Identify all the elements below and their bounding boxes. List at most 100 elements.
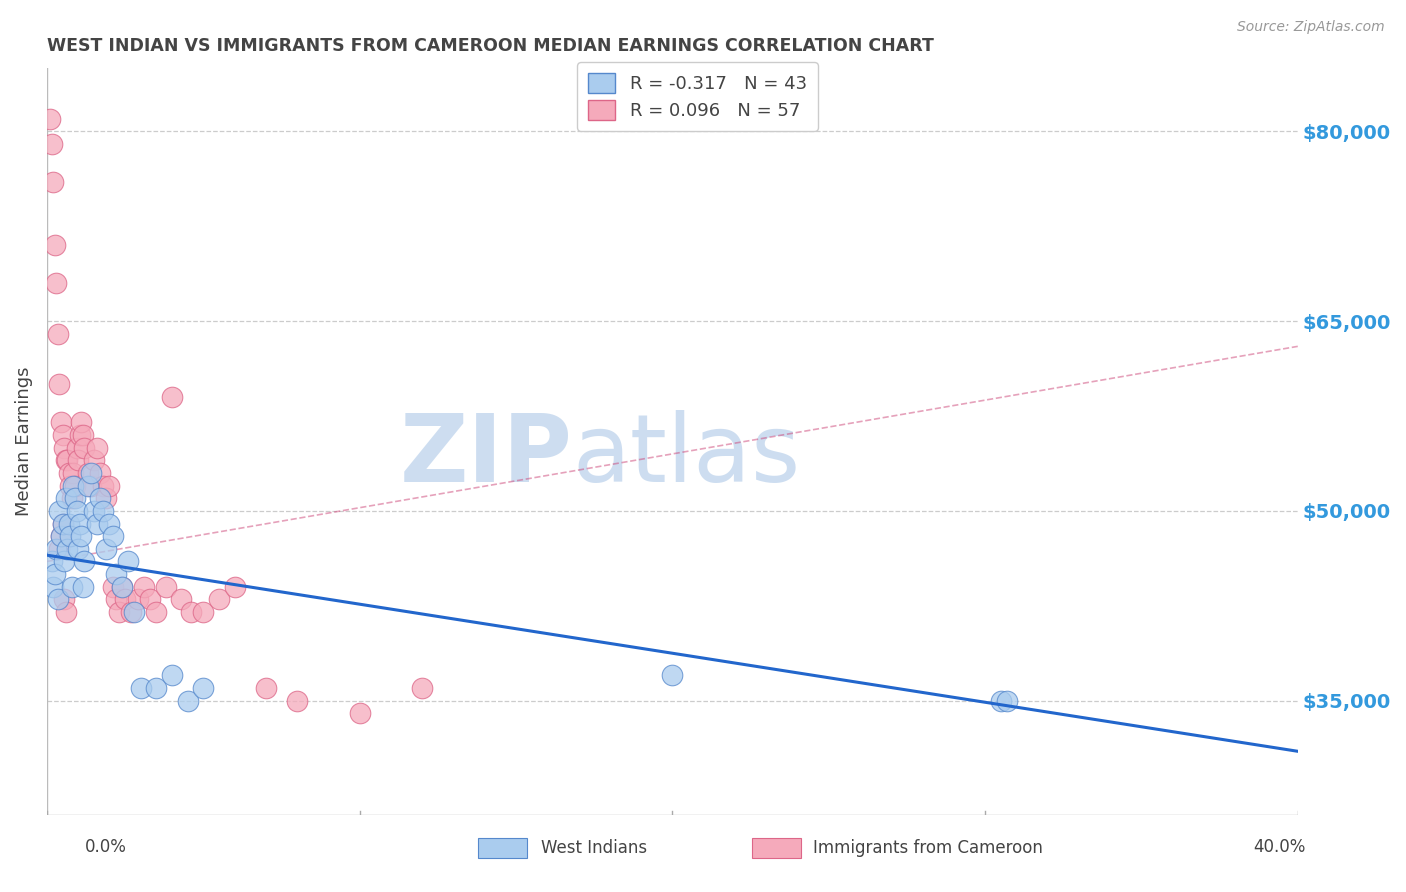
Point — [114, 592, 136, 607]
Point — [42, 580, 65, 594]
Point — [49, 529, 72, 543]
Point — [76, 466, 98, 480]
Point — [79, 478, 101, 492]
Point — [45, 276, 67, 290]
Point — [59, 478, 82, 492]
Point — [59, 529, 82, 543]
Point — [96, 491, 118, 506]
Point — [55, 491, 77, 506]
Text: Immigrants from Cameroon: Immigrants from Cameroon — [813, 839, 1042, 857]
Point — [63, 478, 86, 492]
Point — [51, 428, 73, 442]
Point — [45, 541, 67, 556]
Point — [76, 478, 98, 492]
Point — [995, 694, 1018, 708]
Point — [39, 112, 62, 126]
Point — [55, 605, 77, 619]
Point — [86, 516, 108, 531]
Point — [65, 504, 87, 518]
Point — [49, 529, 72, 543]
Text: atlas: atlas — [572, 410, 800, 502]
Point — [127, 592, 149, 607]
Point — [160, 390, 183, 404]
Point — [69, 428, 91, 442]
Point — [58, 516, 80, 531]
Point — [56, 541, 79, 556]
Point — [53, 592, 76, 607]
Point — [111, 580, 134, 594]
Point — [69, 516, 91, 531]
Point — [53, 441, 76, 455]
Point — [91, 478, 114, 492]
Text: ZIP: ZIP — [399, 410, 572, 502]
Point — [65, 441, 87, 455]
Point — [67, 453, 90, 467]
Point — [49, 415, 72, 429]
Point — [160, 668, 183, 682]
Point — [661, 668, 683, 682]
Point — [89, 491, 111, 506]
Point — [285, 694, 308, 708]
Text: 40.0%: 40.0% — [1253, 838, 1306, 856]
Point — [180, 605, 202, 619]
Point — [101, 580, 124, 594]
Text: WEST INDIAN VS IMMIGRANTS FROM CAMEROON MEDIAN EARNINGS CORRELATION CHART: WEST INDIAN VS IMMIGRANTS FROM CAMEROON … — [46, 37, 934, 55]
Point — [224, 580, 246, 594]
Point — [108, 605, 131, 619]
Point — [60, 491, 83, 506]
Point — [111, 580, 134, 594]
Point — [193, 605, 215, 619]
Point — [55, 453, 77, 467]
Point — [48, 541, 70, 556]
Point — [208, 592, 231, 607]
Point — [73, 441, 96, 455]
Point — [41, 554, 63, 568]
Point — [155, 580, 177, 594]
Point — [53, 554, 76, 568]
Point — [58, 466, 80, 480]
Point — [72, 580, 94, 594]
Point — [86, 441, 108, 455]
Point — [83, 453, 105, 467]
Point — [101, 529, 124, 543]
Point — [44, 238, 66, 252]
Point — [129, 681, 152, 695]
Point — [51, 516, 73, 531]
Point — [120, 605, 142, 619]
Point — [91, 504, 114, 518]
Point — [349, 706, 371, 721]
Point — [51, 516, 73, 531]
Point — [170, 592, 193, 607]
Point — [70, 529, 93, 543]
Point — [117, 554, 139, 568]
Point — [104, 592, 127, 607]
Point — [60, 580, 83, 594]
Point — [62, 478, 84, 492]
Point — [46, 592, 69, 607]
Point — [83, 504, 105, 518]
Point — [63, 491, 86, 506]
Point — [411, 681, 433, 695]
Point — [176, 694, 198, 708]
Point — [48, 377, 70, 392]
Y-axis label: Median Earnings: Median Earnings — [15, 367, 32, 516]
Point — [96, 541, 118, 556]
Legend: R = -0.317   N = 43, R = 0.096   N = 57: R = -0.317 N = 43, R = 0.096 N = 57 — [578, 62, 817, 131]
Point — [104, 567, 127, 582]
Point — [62, 466, 84, 480]
Point — [990, 694, 1012, 708]
Point — [98, 516, 121, 531]
Point — [98, 478, 121, 492]
Point — [145, 605, 167, 619]
Point — [70, 415, 93, 429]
Point — [145, 681, 167, 695]
Text: Source: ZipAtlas.com: Source: ZipAtlas.com — [1237, 20, 1385, 34]
Point — [89, 466, 111, 480]
Point — [72, 428, 94, 442]
Point — [132, 580, 155, 594]
Point — [139, 592, 162, 607]
Point — [73, 554, 96, 568]
Point — [79, 466, 101, 480]
Point — [254, 681, 277, 695]
Point — [46, 326, 69, 341]
